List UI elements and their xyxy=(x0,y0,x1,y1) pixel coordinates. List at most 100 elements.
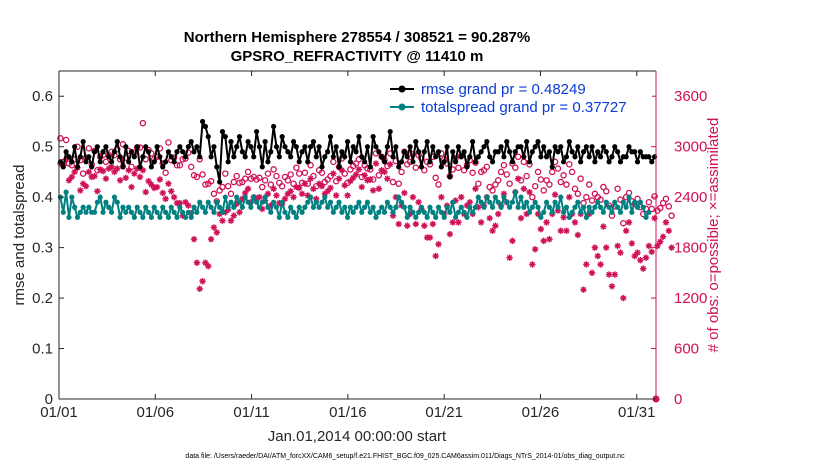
y-tick-label-right: 1800 xyxy=(674,240,707,257)
totalspread-point xyxy=(106,204,112,210)
obs-assimilated-point xyxy=(517,214,525,222)
obs-possible-point xyxy=(244,168,252,176)
totalspread-point xyxy=(140,214,146,220)
totalspread-point xyxy=(180,209,186,215)
totalspread-point xyxy=(91,209,98,215)
obs-possible-point xyxy=(187,163,195,171)
obs-assimilated-point xyxy=(594,252,601,260)
obs-assimilated-point xyxy=(242,189,249,197)
obs-assimilated-point xyxy=(546,236,553,243)
totalspread-point xyxy=(177,204,183,210)
obs-assimilated-point xyxy=(477,219,485,226)
obs-possible-point xyxy=(193,173,201,181)
totalspread-point xyxy=(77,209,83,215)
obs-assimilated-point xyxy=(281,195,289,203)
obs-possible-point xyxy=(554,165,562,172)
obs-assimilated-point xyxy=(145,177,152,185)
y-tick-label-left: 0 xyxy=(45,391,53,408)
rmse-point xyxy=(646,154,652,160)
obs-possible-point xyxy=(287,171,294,178)
obs-possible-point xyxy=(543,177,550,184)
rmse-point xyxy=(634,159,641,165)
obs-assimilated-point xyxy=(128,183,135,191)
obs-possible-point xyxy=(165,139,172,146)
totalspread-point xyxy=(336,199,342,205)
obs-possible-point xyxy=(341,170,348,177)
totalspread-point xyxy=(597,204,604,210)
obs-assimilated-point xyxy=(122,174,130,182)
y-tick-label-left: 0.2 xyxy=(32,290,53,307)
totalspread-point xyxy=(461,209,467,215)
obs-assimilated-point xyxy=(162,195,169,203)
rmse-point xyxy=(248,144,254,150)
rmse-point xyxy=(134,144,140,150)
rmse-point xyxy=(600,144,607,150)
rmse-point xyxy=(154,144,160,150)
obs-possible-point xyxy=(352,160,360,167)
obs-assimilated-point xyxy=(628,240,636,247)
obs-assimilated-point xyxy=(264,190,272,197)
obs-assimilated-point xyxy=(625,219,633,226)
totalspread-point xyxy=(484,194,490,200)
rmse-point xyxy=(202,123,209,130)
obs-assimilated-point xyxy=(321,190,329,197)
obs-assimilated-point xyxy=(267,202,274,209)
rmse-point xyxy=(214,164,220,170)
obs-assimilated-point xyxy=(219,217,226,224)
totalspread-point xyxy=(194,209,200,215)
obs-assimilated-point xyxy=(381,168,388,176)
totalspread-point xyxy=(592,204,598,210)
rmse-point xyxy=(239,149,245,155)
rmse-point xyxy=(253,128,260,135)
rmse-point xyxy=(165,149,172,155)
obs-assimilated-point xyxy=(367,176,374,183)
legend-rmse-marker xyxy=(398,85,406,93)
obs-possible-point xyxy=(210,190,218,198)
obs-assimilated-point xyxy=(603,244,610,251)
obs-assimilated-point xyxy=(196,285,203,293)
rmse-point xyxy=(583,144,589,150)
rmse-point xyxy=(231,154,237,160)
obs-assimilated-point xyxy=(543,219,550,226)
rmse-point xyxy=(637,149,643,155)
obs-assimilated-point xyxy=(495,210,502,218)
totalspread-point xyxy=(404,214,410,220)
obs-assimilated-point xyxy=(435,241,442,248)
obs-assimilated-point xyxy=(296,184,303,192)
obs-assimilated-point xyxy=(82,183,90,190)
totalspread-point xyxy=(307,194,314,200)
rmse-point xyxy=(163,159,169,165)
totalspread-point xyxy=(60,209,66,215)
totalspread-point xyxy=(424,214,430,220)
rmse-point xyxy=(532,144,538,150)
obs-possible-point xyxy=(128,163,135,171)
rmse-point xyxy=(498,144,504,150)
totalspread-point xyxy=(114,199,120,205)
totalspread-point xyxy=(558,194,564,200)
totalspread-point xyxy=(333,204,339,210)
obs-assimilated-point xyxy=(284,190,292,197)
rmse-point xyxy=(100,149,106,155)
totalspread-point xyxy=(626,194,632,200)
obs-possible-point xyxy=(435,181,442,188)
y-axis-label-left: rmse and totalspread xyxy=(11,165,28,306)
totalspread-point xyxy=(470,209,476,215)
totalspread-point xyxy=(640,204,646,210)
obs-assimilated-point xyxy=(631,252,638,260)
totalspread-point xyxy=(234,194,240,200)
obs-assimilated-point xyxy=(364,177,371,184)
obs-assimilated-point xyxy=(415,199,422,206)
obs-possible-point xyxy=(560,172,567,179)
obs-assimilated-point xyxy=(108,163,115,171)
rmse-point xyxy=(108,159,115,165)
rmse-point xyxy=(597,154,604,160)
obs-assimilated-point xyxy=(529,261,536,268)
obs-assimilated-point xyxy=(287,188,294,195)
totalspread-point xyxy=(450,199,456,205)
totalspread-point xyxy=(543,199,550,205)
rmse-point xyxy=(433,154,439,160)
obs-assimilated-point xyxy=(185,202,192,209)
totalspread-point xyxy=(549,209,555,215)
rmse-point xyxy=(475,154,481,160)
y-axis-label-right: # of obs: o=possible; ×=assimilated xyxy=(705,118,722,353)
